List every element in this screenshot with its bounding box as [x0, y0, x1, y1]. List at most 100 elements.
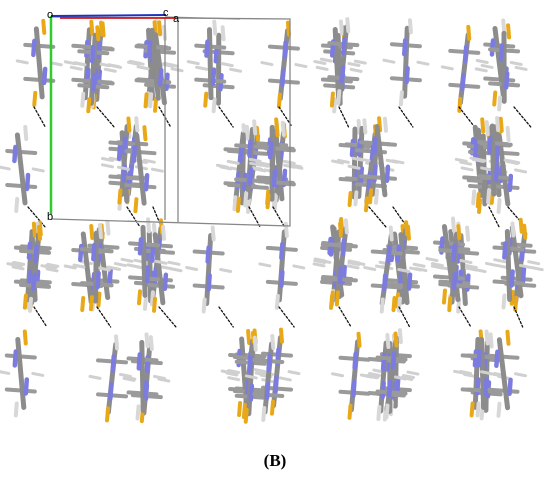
origin-label: o [47, 9, 53, 21]
bond [100, 157, 114, 163]
bond [63, 60, 77, 66]
bond [232, 195, 238, 212]
bond [213, 44, 220, 64]
bond [338, 19, 344, 36]
bond [107, 63, 121, 69]
hydrogen-bond [96, 306, 112, 328]
bond [258, 262, 272, 268]
bond [495, 116, 501, 133]
bond [144, 332, 150, 349]
bond [280, 120, 286, 137]
hydrogen-bond [513, 306, 524, 328]
bond [117, 188, 123, 205]
bond [386, 245, 392, 264]
bond [484, 120, 490, 137]
bond [103, 67, 117, 73]
bond [253, 368, 267, 374]
bond [100, 163, 114, 169]
bond [395, 375, 401, 395]
hydrogen-bond [458, 306, 472, 328]
bond [157, 377, 171, 383]
bond [11, 265, 25, 271]
bond [371, 136, 378, 156]
bond [261, 405, 267, 422]
bond [454, 157, 468, 163]
a-label: a [173, 13, 180, 25]
bond [341, 36, 347, 56]
bond [385, 333, 391, 350]
bond [398, 232, 410, 306]
bond [28, 296, 34, 313]
bond [352, 351, 358, 371]
bond [492, 90, 498, 107]
bond [185, 265, 199, 271]
bond [252, 335, 258, 352]
bond [483, 377, 489, 396]
bond [97, 223, 103, 240]
bond [362, 118, 368, 135]
bond [150, 167, 164, 173]
bond [494, 349, 500, 369]
bond [473, 139, 479, 159]
bond [462, 44, 469, 64]
bond [518, 217, 524, 234]
bond [22, 293, 28, 310]
bond [509, 269, 515, 288]
bond [513, 372, 527, 378]
bond [273, 128, 285, 202]
bond [32, 90, 38, 107]
bond [479, 370, 493, 376]
bond [134, 116, 140, 133]
bond [162, 272, 169, 292]
bond [144, 265, 151, 284]
bond [270, 333, 276, 350]
b-label: b [47, 211, 53, 223]
bond [501, 18, 507, 35]
bond [33, 244, 39, 264]
bond [398, 90, 404, 107]
bond [73, 61, 87, 67]
bond [382, 58, 396, 64]
bond [338, 218, 344, 235]
bond [12, 349, 19, 368]
bond [131, 144, 137, 164]
bond [161, 224, 167, 241]
bond [498, 43, 505, 62]
bond [347, 62, 361, 68]
bond [33, 26, 45, 100]
bond [149, 244, 156, 264]
bond [247, 355, 253, 374]
bond [280, 68, 286, 87]
bond [152, 296, 158, 313]
bond [522, 223, 528, 240]
bond [158, 67, 164, 87]
bond [49, 61, 63, 67]
bond [282, 40, 288, 59]
bond [72, 263, 86, 269]
bond [31, 38, 37, 58]
bond [220, 62, 234, 68]
bond [95, 25, 101, 42]
bond [441, 288, 447, 305]
bond [252, 119, 258, 136]
bond [31, 371, 45, 377]
bond [489, 123, 497, 197]
bond [27, 269, 33, 288]
bond [353, 190, 359, 207]
bond [397, 267, 411, 273]
bond [249, 161, 263, 167]
bond [108, 382, 114, 401]
bond [390, 351, 397, 370]
bond [140, 224, 148, 298]
bond [458, 233, 468, 307]
bond [274, 293, 280, 310]
bond [520, 265, 527, 284]
bond [227, 368, 241, 374]
bond [266, 353, 272, 373]
bond [416, 60, 430, 66]
bond [356, 331, 362, 348]
bond [80, 91, 86, 108]
bond [289, 163, 303, 169]
bond [466, 24, 472, 41]
bond [469, 401, 475, 418]
